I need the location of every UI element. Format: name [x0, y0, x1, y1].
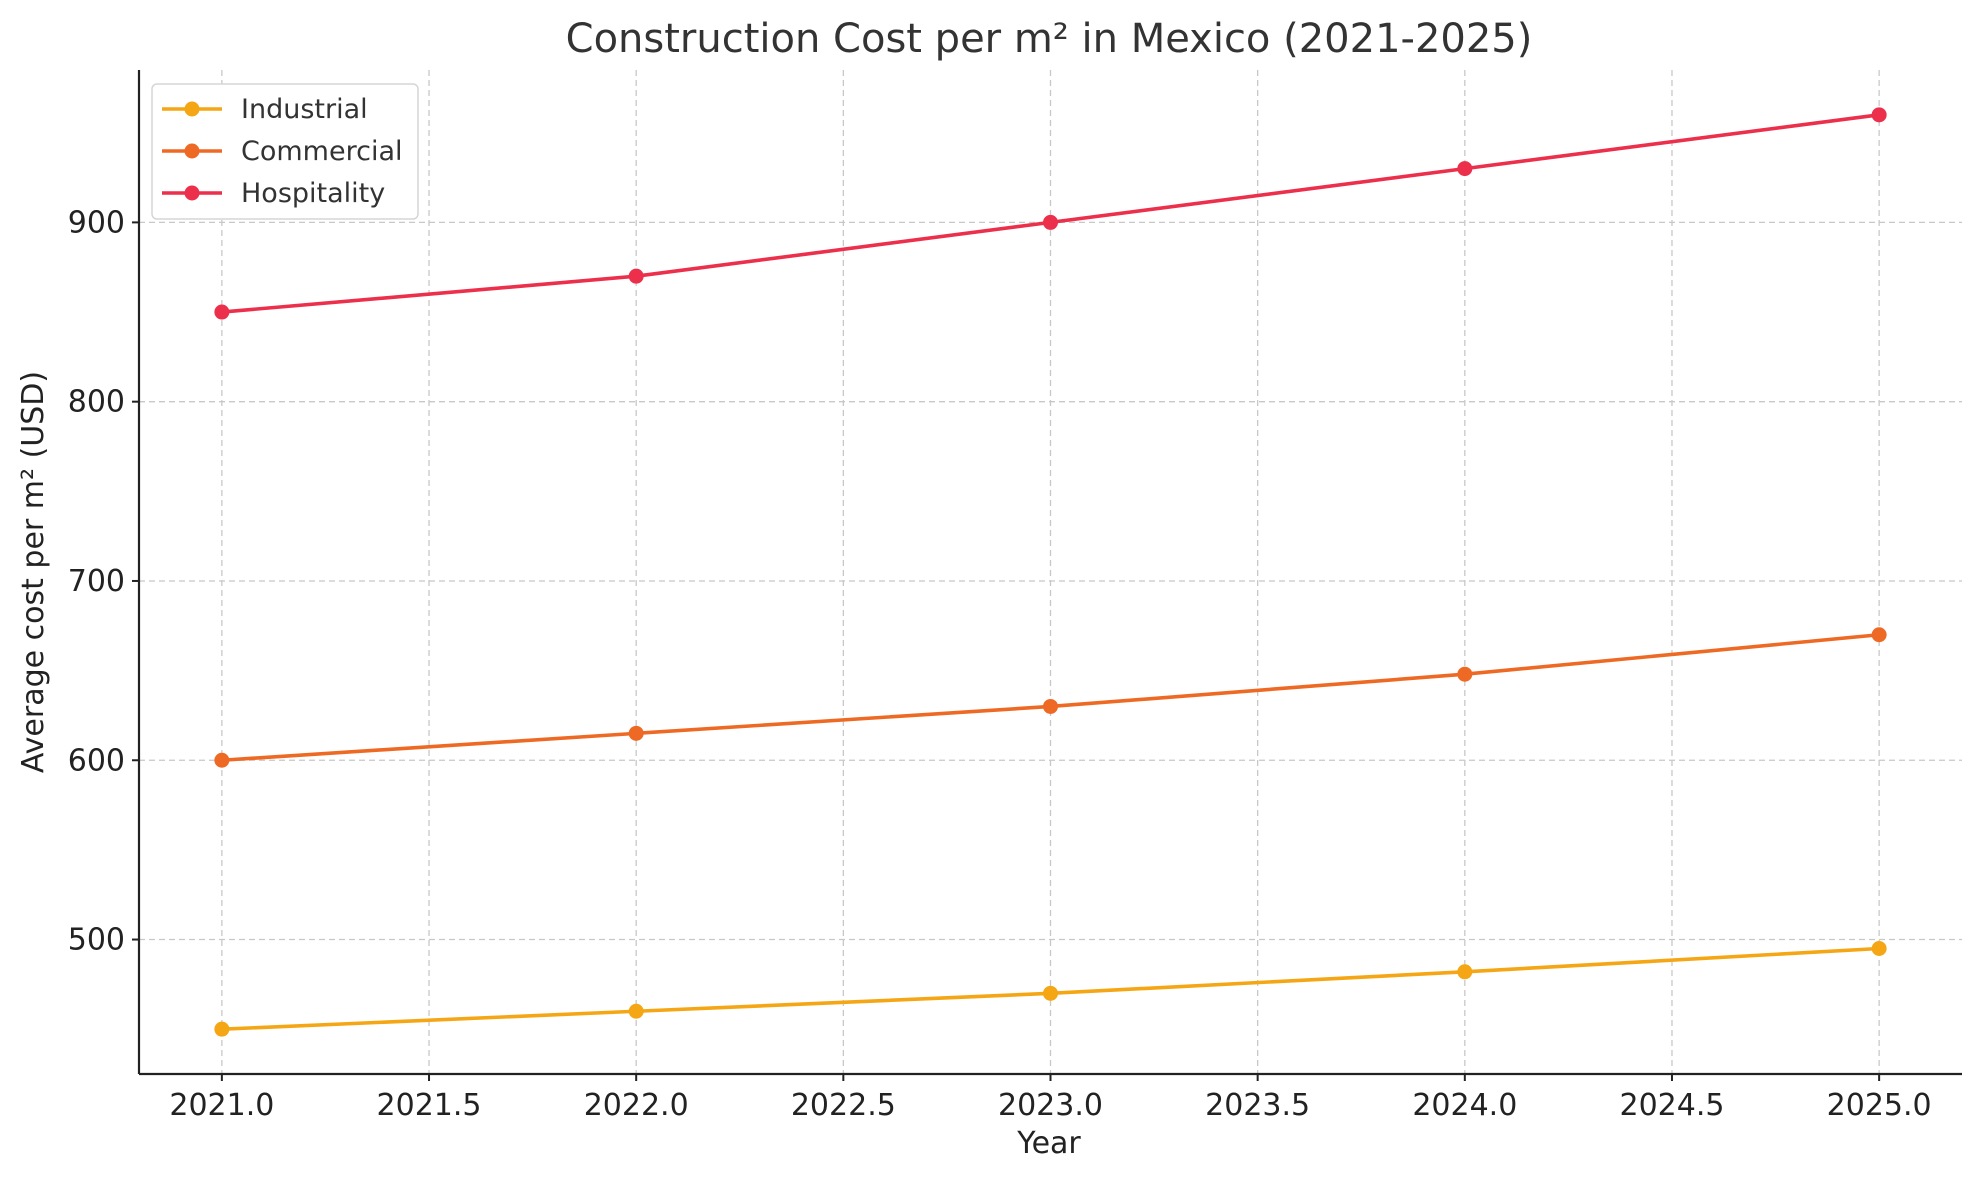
x-tick-label: 2021.0 [169, 1088, 274, 1123]
x-tick-label: 2023.5 [1205, 1088, 1310, 1123]
axes: 2021.0 2021.5 2022.0 2022.5 2023.0 2023.5 2024… [68, 70, 1962, 1123]
data-point [1457, 964, 1473, 980]
data-point [214, 304, 230, 320]
legend-item: Commercial [162, 136, 403, 167]
y-tick-label: 800 [68, 385, 125, 420]
data-point [628, 725, 644, 741]
legend-label: Hospitality [241, 178, 385, 209]
series-group [214, 107, 1887, 1037]
series-hospitality [214, 107, 1887, 320]
y-tick-label: 700 [68, 564, 125, 599]
x-tick-label: 2022.0 [584, 1088, 689, 1123]
data-point [214, 1021, 230, 1037]
data-point [1043, 214, 1058, 230]
series-industrial [214, 941, 1887, 1037]
data-point [1871, 107, 1887, 123]
x-tick-label: 2024.0 [1412, 1088, 1517, 1123]
data-point [628, 268, 644, 284]
legend-marker [184, 143, 200, 159]
data-point [1871, 941, 1887, 956]
legend-label: Industrial [241, 94, 368, 125]
data-point [1457, 666, 1473, 682]
x-tick-label: 2025.0 [1827, 1088, 1932, 1123]
legend-box [151, 83, 419, 220]
y-tick-label: 900 [68, 205, 125, 240]
legend-marker [184, 185, 200, 201]
y-axis-label: Average cost per m² (USD) [16, 371, 51, 773]
data-point [1871, 627, 1887, 643]
legend-marker [184, 101, 200, 117]
x-tick-label: 2022.5 [791, 1088, 896, 1123]
x-tick-label: 2024.5 [1619, 1088, 1724, 1123]
legend: Industrial Commercial Hospitality [151, 83, 419, 220]
series-commercial [214, 627, 1887, 768]
legend-item: Hospitality [162, 178, 385, 209]
legend-item: Industrial [162, 94, 368, 125]
y-tick-label: 600 [68, 743, 125, 778]
x-tick-label: 2021.5 [377, 1088, 482, 1123]
chart-title: Construction Cost per m² in Mexico (2021… [566, 16, 1533, 62]
data-point [1043, 698, 1058, 714]
data-point [1043, 985, 1058, 1001]
x-axis-label: Year [1016, 1126, 1081, 1161]
data-point [628, 1003, 644, 1019]
x-tick-label: 2023.0 [998, 1088, 1103, 1123]
y-tick-label: 500 [68, 923, 125, 958]
legend-label: Commercial [241, 136, 403, 167]
data-point [1457, 161, 1473, 177]
data-point [214, 752, 230, 768]
